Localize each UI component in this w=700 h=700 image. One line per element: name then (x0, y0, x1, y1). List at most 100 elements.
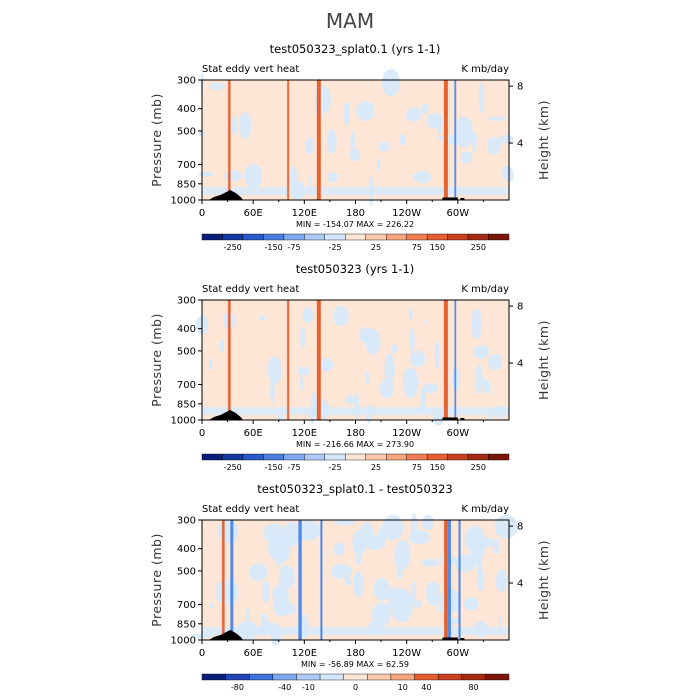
field-patch (494, 514, 518, 539)
feature-core (299, 520, 301, 640)
colorbar-swatch (319, 673, 344, 681)
field-patch (330, 563, 353, 579)
panel-title: test050323_splat0.1 (yrs 1-1) (270, 42, 441, 56)
field-patch (454, 116, 473, 149)
colorbar-swatch (201, 453, 223, 461)
field-patch (413, 170, 432, 183)
panel-1: test050323_splat0.1 (yrs 1-1) Stat eddy … (149, 42, 551, 252)
colorbar-swatch (242, 453, 264, 461)
y-axis-label: Pressure (mb) (149, 313, 164, 407)
topography-andes (442, 417, 458, 420)
y-tick-label: 850 (177, 619, 196, 630)
colorbar-swatch (201, 233, 223, 241)
field-patch (302, 306, 314, 324)
y-tick-label: 300 (177, 296, 196, 307)
field-patch (214, 579, 239, 605)
y-tick-label: 700 (177, 380, 196, 391)
field-patch (402, 367, 419, 399)
colorbar-tick-label: 40 (421, 683, 431, 692)
colorbar-swatch (447, 453, 469, 461)
field-patch (446, 134, 459, 145)
panel-title: test050323_splat0.1 - test050323 (257, 482, 453, 496)
field-patch (411, 581, 417, 603)
panel-3: test050323_splat0.1 - test050323 Stat ed… (149, 482, 551, 692)
field-patch (300, 326, 306, 349)
y-tick-label: 850 (177, 179, 196, 190)
colorbar-tick-label: 150 (430, 463, 445, 472)
colorbar-swatch (467, 453, 489, 461)
min-max-stats: MIN = -56.89 MAX = 62.59 (301, 660, 409, 669)
feature-core (317, 80, 320, 200)
field-patch (354, 391, 360, 421)
field-patch (387, 599, 396, 611)
y2-tick-label: 4 (517, 139, 523, 150)
field-patch (408, 530, 431, 545)
feature-core (320, 520, 323, 640)
y-axis-label: Pressure (mb) (149, 93, 164, 187)
field-patch (353, 570, 364, 598)
x-tick-label: 60W (447, 208, 470, 219)
field-patch (406, 107, 423, 122)
field-patch (305, 137, 315, 155)
y2-tick-label: 8 (517, 522, 523, 533)
colorbar-tick-label: 150 (430, 243, 445, 252)
field-patch (358, 327, 375, 344)
y-tick-label: 300 (177, 516, 196, 527)
field-patch (487, 136, 501, 156)
feature-core (228, 300, 231, 420)
x-tick-label: 120E (292, 428, 317, 439)
colorbar-swatch (222, 453, 244, 461)
colorbar-tick-label: -150 (265, 463, 283, 472)
field-patch (435, 339, 440, 370)
colorbar-swatch (222, 233, 244, 241)
field-patch (498, 134, 514, 144)
colorbar-swatch (367, 673, 392, 681)
field-patch (224, 170, 242, 182)
field-patch (413, 600, 422, 608)
left-string: Stat eddy vert heat (202, 284, 299, 295)
y-tick-label: 300 (177, 76, 196, 87)
field-patch (385, 587, 410, 602)
colorbar-swatch (283, 233, 305, 241)
y2-tick-label: 8 (517, 302, 523, 313)
field-patch (384, 353, 396, 385)
x-tick-label: 120E (292, 208, 317, 219)
field-patch (425, 581, 441, 607)
colorbar-swatch (324, 233, 346, 241)
units-string: K mb/day (461, 64, 509, 75)
field-patch (244, 163, 263, 189)
y-tick-label: 500 (177, 126, 196, 137)
field-patch (479, 573, 485, 591)
field-patch (272, 589, 290, 617)
colorbar-tick-label: 0 (353, 683, 358, 692)
field-patch (360, 521, 374, 544)
y2-tick-label: 4 (517, 359, 523, 370)
field-patch (343, 101, 351, 126)
field-patch (326, 129, 337, 155)
colorbar-swatch (488, 233, 510, 241)
colorbar-tick-label: -250 (224, 243, 242, 252)
x-tick-label: 120W (392, 428, 421, 439)
field-patch (297, 366, 310, 376)
y-tick-label: 400 (177, 544, 196, 555)
colorbar-swatch (304, 453, 326, 461)
feature-core (458, 520, 461, 640)
field-patch (327, 172, 339, 183)
colorbar-swatch (296, 673, 321, 681)
colorbar-swatch (386, 233, 407, 241)
left-string: Stat eddy vert heat (202, 64, 299, 75)
field-patch (420, 386, 427, 414)
colorbar-tick-label: -25 (328, 463, 341, 472)
field-patch (463, 596, 479, 611)
field-patch (209, 358, 213, 370)
field-patch (208, 82, 225, 90)
feature-core (228, 80, 231, 200)
colorbar-swatch (406, 453, 428, 461)
x-tick-label: 120E (292, 648, 317, 659)
feature-core (454, 80, 456, 200)
y-tick-label: 500 (177, 346, 196, 357)
feature-core (287, 300, 289, 420)
field-patch (409, 328, 415, 353)
colorbar-tick-label: -75 (288, 243, 301, 252)
